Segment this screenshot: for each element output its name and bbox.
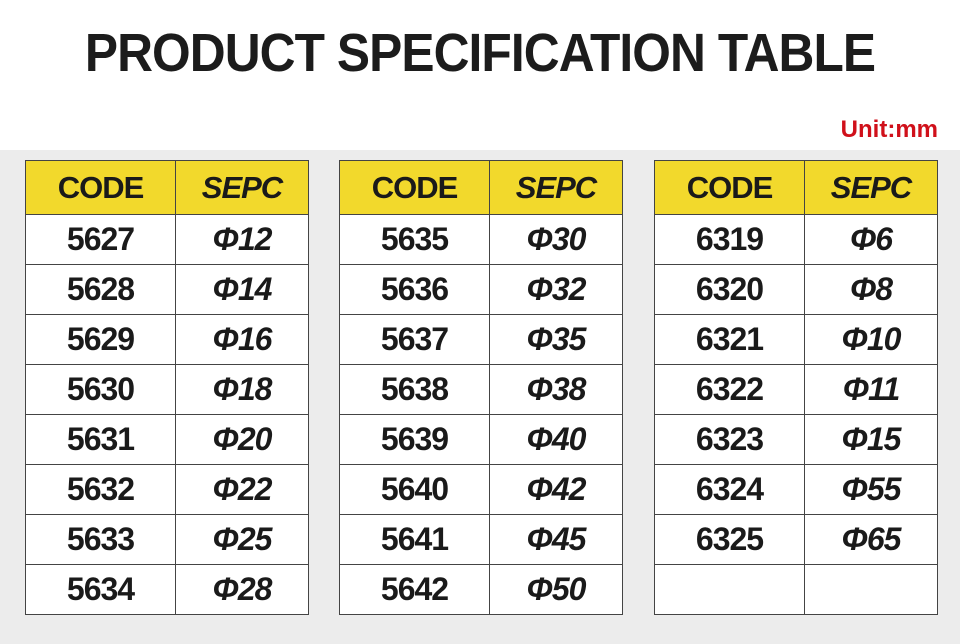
row: 5639 Φ40 (339, 414, 623, 465)
cell: Φ28 (175, 564, 309, 615)
header-cell: CODE (25, 160, 176, 215)
cell: 6324 (654, 464, 805, 515)
unit-label: Unit:mm (840, 116, 938, 143)
row: 6325 Φ65 (654, 514, 938, 565)
empty-cell (804, 564, 938, 615)
cell: Φ11 (804, 364, 938, 415)
cell: 5642 (339, 564, 490, 615)
cell: 5631 (25, 414, 176, 465)
cell: 5636 (339, 264, 490, 315)
cell: Φ55 (804, 464, 938, 515)
row: 5638 Φ38 (339, 364, 623, 415)
row: 5635 Φ30 (339, 214, 623, 265)
cell: 5627 (25, 214, 176, 265)
row: 5642 Φ50 (339, 564, 623, 615)
cell: Φ10 (804, 314, 938, 365)
header-row: CODE SEPC (654, 160, 938, 215)
row: 5630 Φ18 (25, 364, 309, 415)
cell: 5640 (339, 464, 490, 515)
cell: Φ50 (489, 564, 623, 615)
row: 5629 Φ16 (25, 314, 309, 365)
cell: Φ32 (489, 264, 623, 315)
cell: 6322 (654, 364, 805, 415)
row: 5641 Φ45 (339, 514, 623, 565)
header-cell: SEPC (489, 160, 623, 215)
row: 6323 Φ15 (654, 414, 938, 465)
header-row: CODE SEPC (25, 160, 309, 215)
cell: Φ42 (489, 464, 623, 515)
cell: Φ38 (489, 364, 623, 415)
cell: 5634 (25, 564, 176, 615)
cell: Φ35 (489, 314, 623, 365)
row: 5633 Φ25 (25, 514, 309, 565)
cell: Φ40 (489, 414, 623, 465)
cell: Φ12 (175, 214, 309, 265)
title: PRODUCT SPECIFICATION TABLE (84, 23, 876, 83)
cell: Φ22 (175, 464, 309, 515)
row: 5627 Φ12 (25, 214, 309, 265)
cell: Φ8 (804, 264, 938, 315)
row: 6322 Φ11 (654, 364, 938, 415)
row: 6324 Φ55 (654, 464, 938, 515)
cell: Φ18 (175, 364, 309, 415)
cell: Φ30 (489, 214, 623, 265)
cell: 5638 (339, 364, 490, 415)
row: 6321 Φ10 (654, 314, 938, 365)
row: 6319 Φ6 (654, 214, 938, 265)
cell: Φ6 (804, 214, 938, 265)
cell: 5632 (25, 464, 176, 515)
header-cell: CODE (339, 160, 490, 215)
row: 5637 Φ35 (339, 314, 623, 365)
cell: Φ65 (804, 514, 938, 565)
spec-table: CODE SEPC 5627 Φ12 5628 Φ14 5629 Φ16 5630 Φ18 5631… (25, 160, 309, 615)
row: 6320 Φ8 (654, 264, 938, 315)
cell: 5633 (25, 514, 176, 565)
cell: 5641 (339, 514, 490, 565)
header-cell: CODE (654, 160, 805, 215)
cell: 6319 (654, 214, 805, 265)
row: 5640 Φ42 (339, 464, 623, 515)
spec-table: CODE SEPC 6319 Φ6 6320 Φ8 6321 Φ10 6322 Φ11 6323 Φ1… (654, 160, 938, 615)
cell: 6325 (654, 514, 805, 565)
cell: Φ15 (804, 414, 938, 465)
header-cell: SEPC (175, 160, 309, 215)
row: 5632 Φ22 (25, 464, 309, 515)
row: 5628 Φ14 (25, 264, 309, 315)
header-cell: SEPC (804, 160, 938, 215)
cell: 5637 (339, 314, 490, 365)
cell: Φ16 (175, 314, 309, 365)
cell: 6323 (654, 414, 805, 465)
cell: 5630 (25, 364, 176, 415)
cell: 5639 (339, 414, 490, 465)
empty-cell (654, 564, 805, 615)
cell: Φ45 (489, 514, 623, 565)
row: 5636 Φ32 (339, 264, 623, 315)
row: 5631 Φ20 (25, 414, 309, 465)
spec-table: CODE SEPC 5635 Φ30 5636 Φ32 5637 Φ35 5638 Φ38 5639… (339, 160, 623, 615)
row (654, 564, 938, 615)
cell: 5629 (25, 314, 176, 365)
header-row: CODE SEPC (339, 160, 623, 215)
cell: 6321 (654, 314, 805, 365)
cell: 5628 (25, 264, 176, 315)
cell: 6320 (654, 264, 805, 315)
cell: 5635 (339, 214, 490, 265)
row: 5634 Φ28 (25, 564, 309, 615)
cell: Φ20 (175, 414, 309, 465)
cell: Φ25 (175, 514, 309, 565)
cell: Φ14 (175, 264, 309, 315)
